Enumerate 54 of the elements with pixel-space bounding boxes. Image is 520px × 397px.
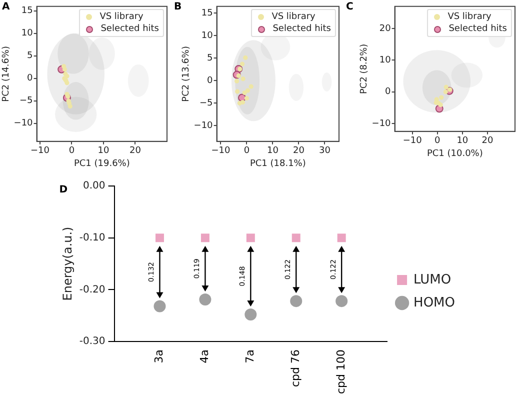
y-tick-label: 0 <box>385 87 392 98</box>
y-tick-label: −5 <box>200 98 213 108</box>
legend-label: HOMO <box>414 295 456 310</box>
x-tick-label: cpd 76 <box>288 349 302 388</box>
x-tick-label: 0 <box>434 136 440 146</box>
y-tick-label: -0.30 <box>79 336 106 348</box>
legend-label: LUMO <box>414 272 452 288</box>
x-tick-label: 4a <box>198 349 212 364</box>
y-tick-label: 10 <box>379 56 392 66</box>
y-axis-title: PC2 (8.2%) <box>360 44 370 94</box>
y-tick-label: 20 <box>379 24 392 34</box>
x-tick-label: −10 <box>402 136 422 146</box>
y-tick-label: −10 <box>194 120 214 131</box>
y-tick-label: −10 <box>372 118 392 129</box>
legend-label: VS library <box>272 11 316 24</box>
x-axis-title: PC1 (18.1%) <box>250 158 306 169</box>
y-tick-label: 10 <box>201 30 214 41</box>
y-tick-label: 10 <box>21 28 34 39</box>
y-tick-label: 0 <box>207 76 214 86</box>
y-tick-label: -0.10 <box>79 232 106 244</box>
x-tick-label: 10 <box>266 146 279 156</box>
chart-title: C <box>346 2 354 13</box>
x-tick-label: 20 <box>482 136 494 146</box>
y-tick-label: 15 <box>21 6 33 16</box>
chart-title: A <box>2 2 10 13</box>
x-tick-label: 0 <box>244 146 250 156</box>
legend-label: Selected hits <box>448 23 507 36</box>
y-tick-label: −10 <box>14 118 34 129</box>
legend-label: VS library <box>100 11 144 24</box>
x-tick-label: 3a <box>152 349 166 364</box>
x-tick-label: 7a <box>244 349 257 364</box>
x-axis-title: PC1 (10.0%) <box>426 148 483 159</box>
legend-label: VS library <box>448 11 492 24</box>
chart-title: D <box>59 184 68 196</box>
y-tick-label: -0.20 <box>79 284 106 296</box>
y-tick-label: 5 <box>207 53 213 64</box>
x-axis-title: PC1 (19.6%) <box>74 158 130 169</box>
y-axis-title: Energy(a.u.) <box>60 226 74 301</box>
y-tick-label: 5 <box>27 51 33 62</box>
y-axis-title: PC2 (14.6%) <box>2 46 12 102</box>
y-tick-label: 0 <box>27 74 34 84</box>
legend-label: Selected hits <box>100 23 159 36</box>
y-tick-label: 0.00 <box>83 180 106 192</box>
y-tick-label: −5 <box>20 96 33 106</box>
x-tick-label: 20 <box>130 146 142 156</box>
chart-title: B <box>174 2 182 13</box>
x-tick-label: 20 <box>292 146 305 156</box>
x-tick-label: cpd 100 <box>334 349 348 394</box>
x-tick-label: 10 <box>456 136 468 146</box>
x-tick-label: 0 <box>68 146 75 156</box>
legend-label: Selected hits <box>272 23 331 36</box>
y-axis-title: PC2 (13.6%) <box>182 46 192 102</box>
y-tick-label: 15 <box>201 8 213 18</box>
x-tick-label: 30 <box>318 146 331 156</box>
